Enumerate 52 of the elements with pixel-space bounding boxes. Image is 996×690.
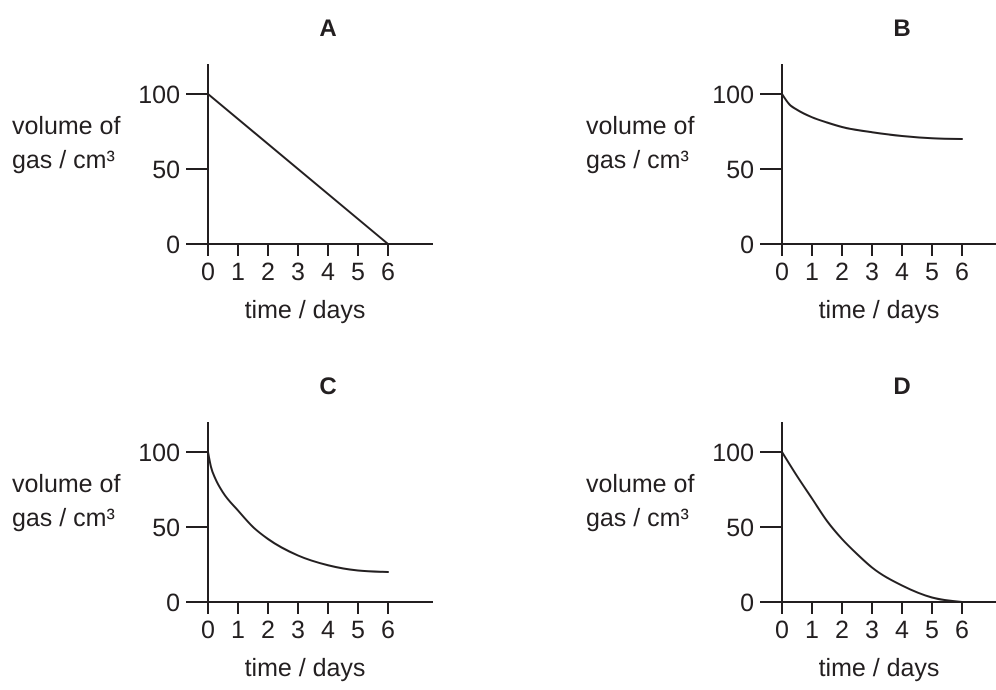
x-tick-label: 1 [805, 616, 819, 644]
x-tick-label: 4 [321, 258, 336, 286]
x-axis-title: time / days [818, 654, 940, 682]
y-axis-title: volume of gas / cm³ [586, 112, 694, 174]
x-tick-label: 5 [351, 258, 365, 286]
x-tick-label: 1 [231, 616, 245, 644]
y-tick-label: 50 [152, 514, 180, 542]
x-tick-label: 5 [351, 616, 365, 644]
x-tick-label: 6 [955, 616, 969, 644]
x-tick-label: 3 [865, 616, 879, 644]
x-tick-label: 1 [805, 258, 819, 286]
x-tick-label: 4 [895, 258, 910, 286]
y-tick-label: 0 [740, 588, 754, 617]
y-axis-title: volume of gas / cm³ [12, 470, 120, 532]
y-tick-label: 100 [138, 80, 180, 109]
x-tick-label: 6 [381, 616, 395, 644]
chart-title: D [893, 373, 911, 400]
y-tick-label: 50 [152, 156, 180, 184]
x-tick-label: 4 [321, 616, 336, 644]
y-tick-label: 50 [726, 514, 754, 542]
x-tick-label: 6 [955, 258, 969, 286]
x-tick-label: 5 [925, 616, 939, 644]
chart-title: C [319, 373, 337, 400]
x-tick-label: 2 [261, 616, 275, 644]
x-tick-label: 2 [835, 616, 849, 644]
y-tick-label: 0 [740, 230, 754, 259]
x-tick-label: 6 [381, 258, 395, 286]
x-tick-label: 1 [231, 258, 245, 286]
y-tick-label: 0 [166, 230, 180, 259]
x-tick-label: 3 [291, 258, 305, 286]
y-tick-label: 100 [712, 80, 754, 109]
y-tick-label: 50 [726, 156, 754, 184]
x-tick-label: 0 [201, 258, 215, 286]
y-tick-label: 100 [138, 438, 180, 467]
x-tick-label: 0 [775, 616, 789, 644]
x-tick-label: 2 [261, 258, 275, 286]
y-axis-title: volume of gas / cm³ [12, 112, 120, 174]
x-tick-label: 3 [291, 616, 305, 644]
x-axis-title: time / days [244, 654, 366, 682]
x-tick-label: 3 [865, 258, 879, 286]
x-tick-label: 0 [201, 616, 215, 644]
x-tick-label: 2 [835, 258, 849, 286]
x-tick-label: 4 [895, 616, 910, 644]
y-tick-label: 100 [712, 438, 754, 467]
y-tick-label: 0 [166, 588, 180, 617]
chart-title: A [319, 15, 337, 42]
x-axis-title: time / days [244, 296, 366, 324]
x-tick-label: 5 [925, 258, 939, 286]
y-axis-title: volume of gas / cm³ [586, 470, 694, 532]
x-tick-label: 0 [775, 258, 789, 286]
chart-title: B [893, 15, 911, 42]
x-axis-title: time / days [818, 296, 940, 324]
